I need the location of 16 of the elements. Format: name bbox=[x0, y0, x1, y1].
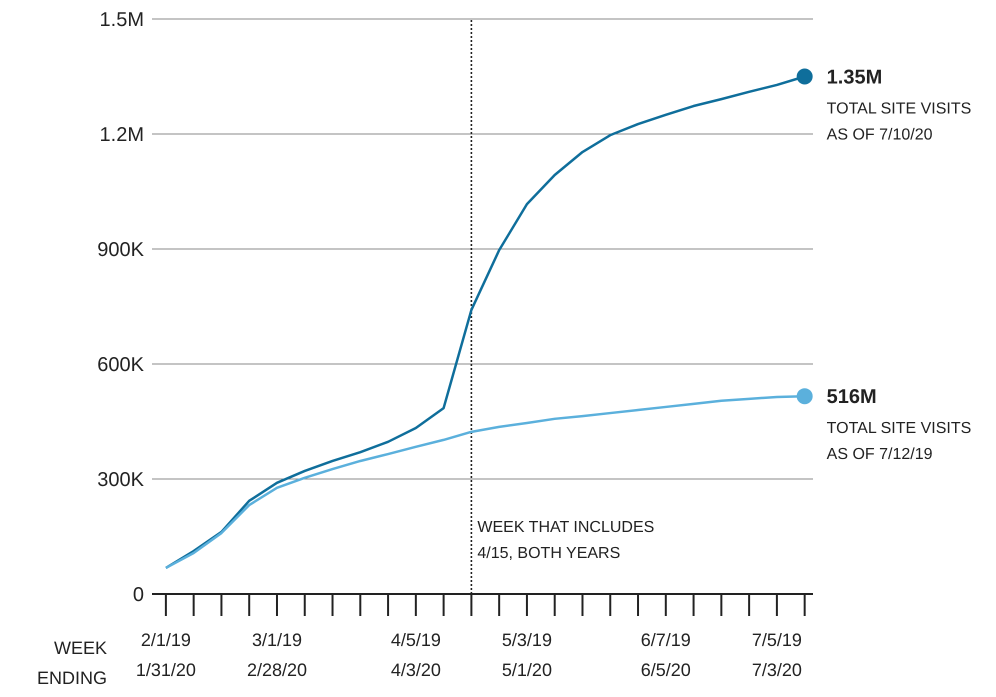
x-tick-label: 2/1/19 1/31/20 bbox=[136, 630, 196, 680]
x-tick-label: 5/3/19 5/1/20 bbox=[502, 630, 552, 680]
y-tick-label: 900K bbox=[97, 239, 145, 262]
text: 516M TOTAL SITE VISITS AS OF 7/12/19 bbox=[826, 386, 972, 464]
x-axis-title: WEEK ENDING bbox=[36, 638, 107, 688]
text: 1.35M TOTAL SITE VISITS AS OF 7/10/20 bbox=[826, 66, 972, 144]
x-tick-label: 6/7/19 6/5/20 bbox=[640, 630, 691, 680]
x-tick-label: 7/5/19 7/3/20 bbox=[752, 630, 802, 680]
y-tick-label: 1.5M bbox=[100, 9, 144, 32]
y-tick-label: 600K bbox=[97, 354, 145, 376]
x-tick-label: 4/5/19 4/3/20 bbox=[390, 630, 441, 680]
y-tick-label: 300K bbox=[97, 469, 145, 492]
x-tick-label: 3/1/19 2/28/20 bbox=[246, 630, 308, 680]
y-tick-label: 0 bbox=[132, 584, 144, 606]
y-tick-label: 1.2M bbox=[100, 124, 144, 146]
annotation: WEEK THAT INCLUDES 4/15, BOTH YEARS bbox=[477, 519, 654, 562]
